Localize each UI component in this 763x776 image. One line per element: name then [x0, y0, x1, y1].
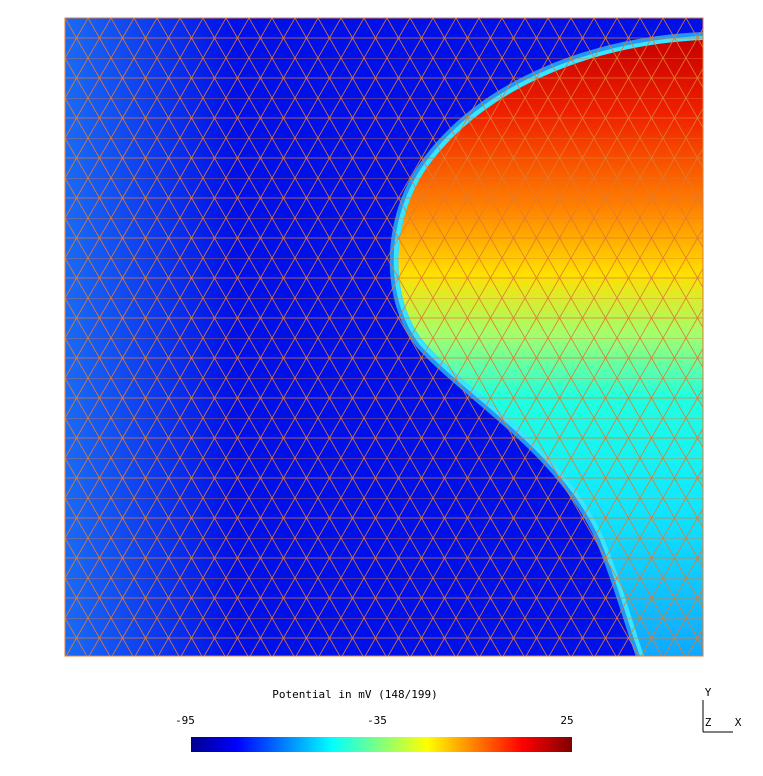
axis-label: X: [735, 716, 742, 729]
colorbar-tick: -35: [367, 714, 387, 727]
colorbar-title: Potential in mV (148/199): [272, 688, 438, 701]
axes-triad: Y Z X: [702, 686, 742, 733]
axis-label: Z: [705, 716, 712, 729]
plot-frame: [64, 17, 704, 657]
colorbar-tick: -95: [175, 714, 195, 727]
colorbar: [191, 737, 572, 752]
axis-label: Y: [705, 686, 712, 699]
field-view: [65, 18, 703, 656]
colorbar-tick: 25: [560, 714, 573, 727]
